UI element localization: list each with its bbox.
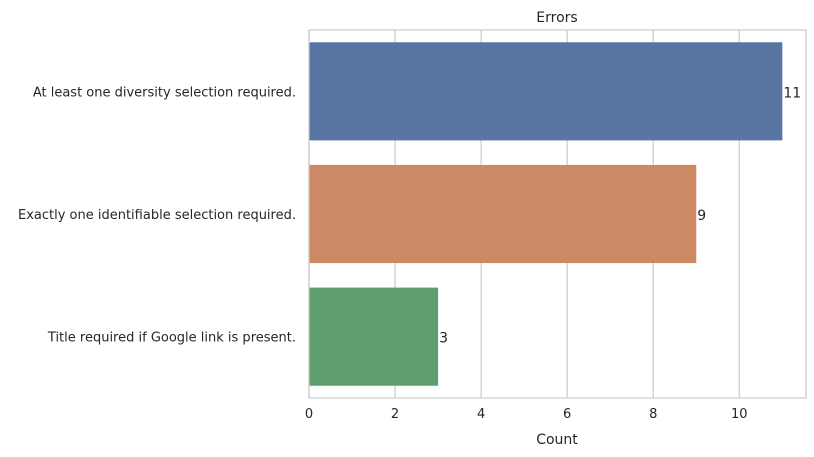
bar-1	[309, 42, 783, 141]
bar-value-label-3: 3	[439, 331, 448, 347]
x-axis-ticks: 0 2 4 6 8 10	[305, 407, 748, 422]
x-tick-label-4: 4	[477, 407, 485, 422]
x-tick-label-10: 10	[731, 407, 748, 422]
bar-2	[309, 164, 697, 264]
chart-title: Errors	[536, 10, 577, 26]
x-tick-label-0: 0	[305, 407, 313, 422]
y-tick-label-3: Title required if Google link is present…	[47, 331, 296, 346]
x-tick-label-8: 8	[649, 407, 657, 422]
x-axis-label: Count	[536, 432, 578, 448]
x-tick-label-2: 2	[391, 407, 399, 422]
y-tick-label-2: Exactly one identifiable selection requi…	[18, 208, 296, 223]
y-tick-label-1: At least one diversity selection require…	[33, 85, 296, 100]
data-labels: 11 9 3	[439, 85, 801, 346]
bar-3	[309, 287, 439, 386]
x-tick-label-6: 6	[563, 407, 571, 422]
bar-value-label-1: 11	[783, 85, 801, 101]
plot-frame	[308, 29, 807, 399]
bar-value-label-2: 9	[697, 208, 706, 224]
bars	[309, 42, 783, 386]
y-axis-ticks: At least one diversity selection require…	[18, 85, 296, 345]
